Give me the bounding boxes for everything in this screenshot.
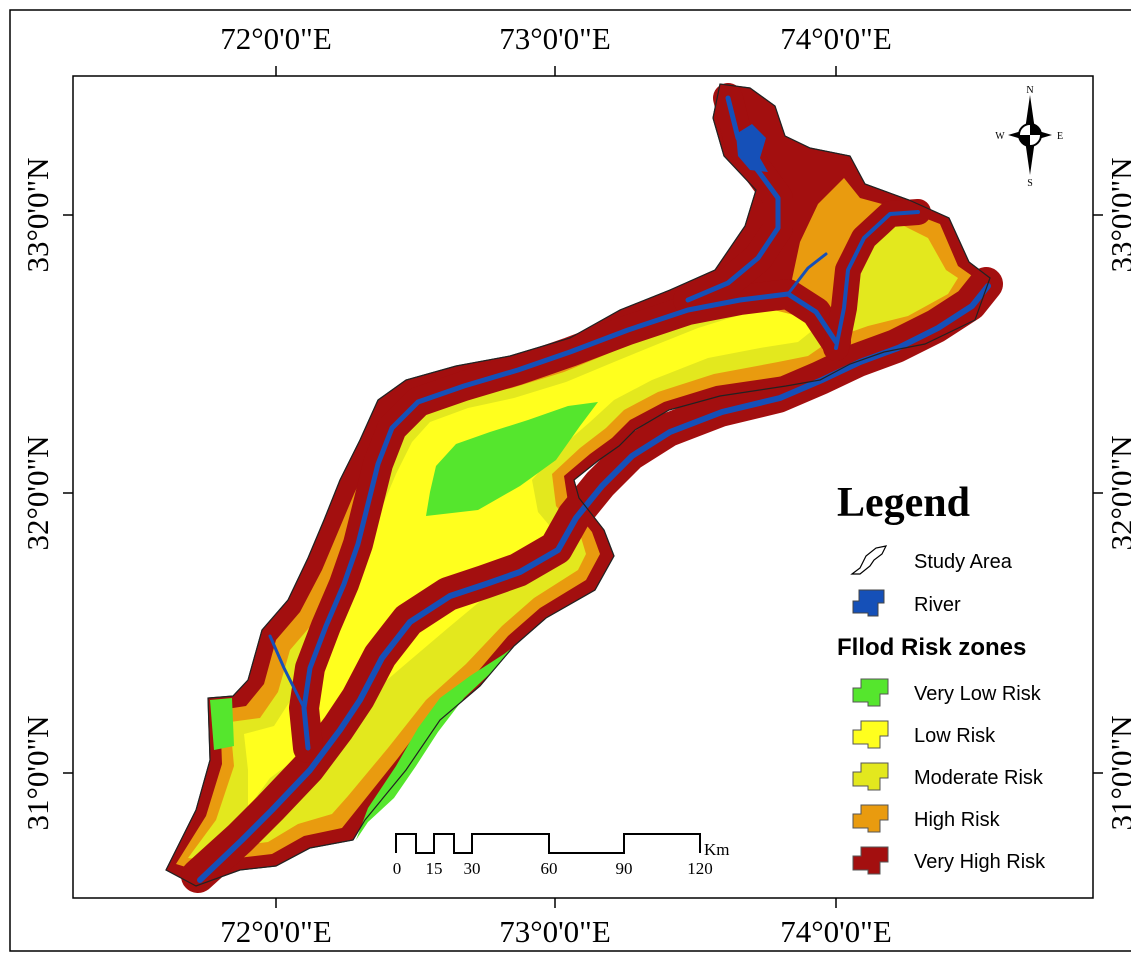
graticule-ticks (63, 66, 1103, 908)
left-label-32n: 32°0'0"N (20, 435, 55, 550)
river-lake-north (736, 124, 768, 172)
legend-label-study-area: Study Area (914, 551, 1013, 573)
right-coordinate-labels: 33°0'0"N 32°0'0"N 31°0'0"N (1104, 157, 1131, 830)
scale-tick-120: 120 (687, 859, 713, 878)
legend-item-very-low-risk: Very Low Risk (852, 678, 1042, 707)
map-figure: 72°0'0"E 73°0'0"E 74°0'0"E 72°0'0"E 73°0… (9, 9, 1131, 952)
south-label: S (1027, 178, 1033, 189)
north-label: N (1026, 85, 1033, 96)
scale-bar: 0 15 30 60 90 120 Km (393, 833, 730, 878)
study-area-swatch-icon (850, 545, 888, 575)
legend-item-moderate-risk: Moderate Risk (852, 762, 1044, 791)
scale-tick-30: 30 (464, 859, 481, 878)
low-risk-swatch-icon (852, 720, 889, 749)
scale-tick-15: 15 (426, 859, 443, 878)
left-label-33n: 33°0'0"N (20, 157, 55, 272)
river-swatch-icon (852, 589, 885, 617)
bottom-label-73e: 73°0'0"E (499, 914, 611, 949)
right-label-31n: 31°0'0"N (1104, 715, 1131, 830)
scale-tick-60: 60 (541, 859, 558, 878)
bottom-coordinate-labels: 72°0'0"E 73°0'0"E 74°0'0"E (220, 914, 892, 949)
very-low-risk-swatch-icon (852, 678, 889, 707)
legend-item-high-risk: High Risk (852, 804, 1001, 833)
north-arrow-icon: N S E W (995, 85, 1063, 189)
scale-tick-0: 0 (393, 859, 402, 878)
east-label: E (1057, 131, 1063, 142)
legend-label-very-low-risk: Very Low Risk (914, 683, 1042, 705)
legend-zones-title: Fllod Risk zones (837, 634, 1026, 661)
high-risk-swatch-icon (852, 804, 889, 833)
legend-label-very-high-risk: Very High Risk (914, 851, 1046, 873)
legend: Legend Study Area River Fllod Risk zones… (837, 480, 1046, 875)
study-area-outline (165, 83, 991, 887)
risk-zone-very-low-south (356, 648, 512, 840)
right-label-32n: 32°0'0"N (1104, 435, 1131, 550)
river-tributary (301, 291, 839, 751)
left-coordinate-labels: 33°0'0"N 32°0'0"N 31°0'0"N (20, 157, 55, 830)
study-area-map (165, 83, 1003, 893)
scale-unit: Km (704, 840, 730, 859)
top-coordinate-labels: 72°0'0"E 73°0'0"E 74°0'0"E (220, 21, 892, 56)
risk-zone-very-low-west (210, 698, 234, 750)
moderate-risk-swatch-icon (852, 762, 889, 791)
scale-tick-90: 90 (616, 859, 633, 878)
legend-item-study-area: Study Area (850, 545, 1013, 575)
legend-item-very-high-risk: Very High Risk (852, 846, 1046, 875)
river-east-branch (786, 252, 828, 296)
very-high-risk-swatch-icon (852, 846, 889, 875)
left-label-31n: 31°0'0"N (20, 715, 55, 830)
top-label-74e: 74°0'0"E (780, 21, 892, 56)
legend-label-moderate-risk: Moderate Risk (914, 767, 1044, 789)
legend-label-high-risk: High Risk (914, 809, 1001, 831)
legend-item-river: River (852, 589, 961, 617)
river-northeast (834, 210, 920, 350)
legend-title: Legend (837, 480, 970, 526)
west-label: W (995, 131, 1005, 142)
risk-zone-very-low-center (426, 402, 598, 516)
legend-item-low-risk: Low Risk (852, 720, 996, 749)
bottom-label-74e: 74°0'0"E (780, 914, 892, 949)
legend-label-river: River (914, 594, 961, 616)
right-label-33n: 33°0'0"N (1104, 157, 1131, 272)
top-label-72e: 72°0'0"E (220, 21, 332, 56)
top-label-73e: 73°0'0"E (499, 21, 611, 56)
river-main (197, 283, 991, 883)
legend-label-low-risk: Low Risk (914, 725, 996, 747)
river-west-branch (268, 634, 306, 710)
bottom-label-72e: 72°0'0"E (220, 914, 332, 949)
